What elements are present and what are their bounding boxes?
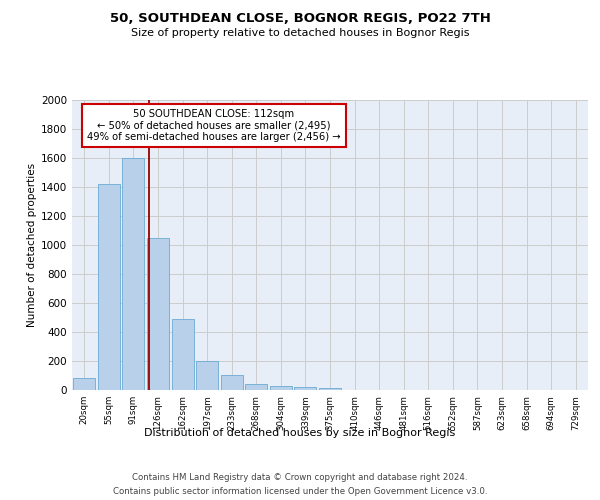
Bar [221,375,243,390]
Text: Contains HM Land Registry data © Crown copyright and database right 2024.: Contains HM Land Registry data © Crown c… [132,472,468,482]
Bar [196,361,218,390]
Bar [245,384,268,390]
Text: 50 SOUTHDEAN CLOSE: 112sqm
← 50% of detached houses are smaller (2,495)
49% of s: 50 SOUTHDEAN CLOSE: 112sqm ← 50% of deta… [87,108,341,142]
Text: Distribution of detached houses by size in Bognor Regis: Distribution of detached houses by size … [145,428,455,438]
Text: Contains public sector information licensed under the Open Government Licence v3: Contains public sector information licen… [113,488,487,496]
Bar [270,386,292,390]
Y-axis label: Number of detached properties: Number of detached properties [27,163,37,327]
Bar [147,238,169,390]
Bar [98,184,120,390]
Bar [319,388,341,390]
Bar [172,319,194,390]
Bar [295,387,316,390]
Bar [73,378,95,390]
Text: Size of property relative to detached houses in Bognor Regis: Size of property relative to detached ho… [131,28,469,38]
Bar [122,158,145,390]
Text: 50, SOUTHDEAN CLOSE, BOGNOR REGIS, PO22 7TH: 50, SOUTHDEAN CLOSE, BOGNOR REGIS, PO22 … [110,12,490,26]
